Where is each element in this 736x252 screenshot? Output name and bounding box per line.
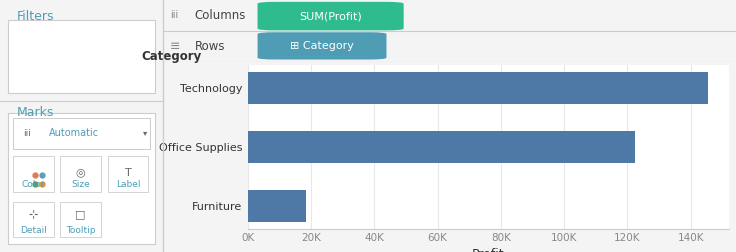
Text: SUM(Profit): SUM(Profit) [300, 11, 362, 21]
FancyBboxPatch shape [13, 156, 54, 192]
Text: Columns: Columns [194, 9, 246, 22]
FancyBboxPatch shape [13, 202, 54, 237]
FancyBboxPatch shape [258, 32, 386, 59]
FancyBboxPatch shape [60, 156, 101, 192]
Text: Tooltip: Tooltip [66, 226, 96, 235]
FancyBboxPatch shape [13, 118, 150, 149]
Text: Label: Label [116, 180, 140, 189]
Text: ⊞ Category: ⊞ Category [290, 41, 354, 51]
Text: Color: Color [21, 180, 45, 189]
Text: Automatic: Automatic [49, 128, 99, 138]
FancyBboxPatch shape [8, 113, 155, 244]
FancyBboxPatch shape [258, 2, 403, 30]
Bar [247, 131, 635, 163]
FancyBboxPatch shape [60, 202, 101, 237]
Text: ≡: ≡ [170, 40, 180, 53]
Text: Rows: Rows [194, 40, 225, 53]
Text: ⊹: ⊹ [29, 210, 38, 220]
Text: iii: iii [170, 11, 178, 20]
Text: Marks: Marks [16, 106, 54, 119]
FancyBboxPatch shape [107, 156, 149, 192]
X-axis label: Profit: Profit [472, 248, 504, 252]
Text: Detail: Detail [20, 226, 47, 235]
Text: Size: Size [71, 180, 90, 189]
Text: □: □ [75, 210, 86, 220]
Text: T: T [124, 168, 131, 178]
Text: ▾: ▾ [144, 129, 148, 138]
Text: ◎: ◎ [76, 168, 85, 178]
FancyBboxPatch shape [8, 20, 155, 93]
Bar [247, 72, 708, 104]
Text: Filters: Filters [16, 10, 54, 23]
Text: Category: Category [142, 50, 202, 63]
Text: iii: iii [23, 129, 31, 138]
Bar [247, 190, 306, 222]
